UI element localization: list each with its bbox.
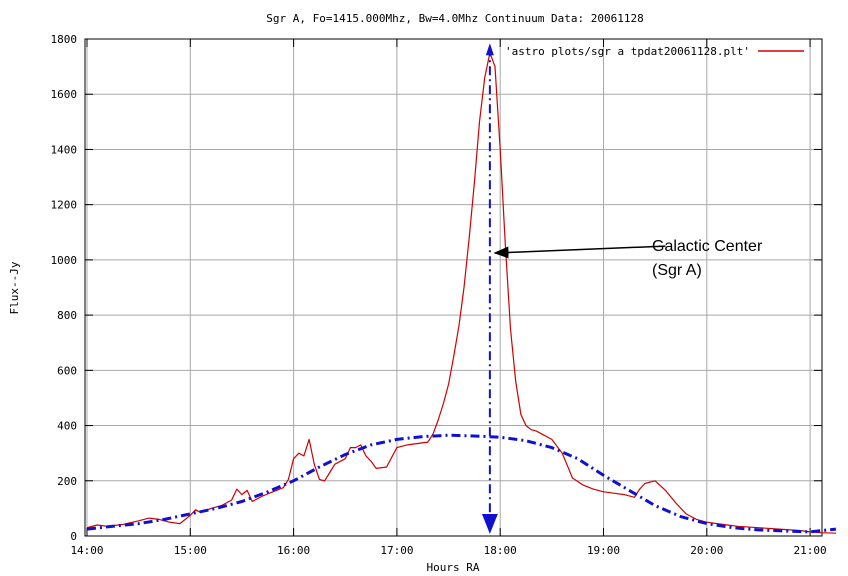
x-axis-ticks: 14:00 15:00 16:00 17:00 18:00 19:00 20:00 21:00 <box>70 39 827 557</box>
y-tick-label: 600 <box>57 364 77 377</box>
grid <box>85 39 822 536</box>
y-tick-label: 1800 <box>51 33 78 46</box>
y-tick-label: 0 <box>70 530 77 543</box>
y-tick-label: 200 <box>57 475 77 488</box>
flux-line <box>86 52 836 534</box>
baseline-fit-line <box>86 433 837 534</box>
legend-label: 'astro plots/sgr a tpdat20061128.plt' <box>505 45 750 58</box>
y-tick-label: 1200 <box>51 199 78 212</box>
y-tick-label: 1600 <box>51 88 78 101</box>
x-tick-label: 14:00 <box>70 544 103 557</box>
y-axis-ticks: 0 200 400 600 800 1000 1200 1400 1600 1800 <box>51 33 822 543</box>
marker-top-arrowhead <box>485 43 494 56</box>
y-tick-label: 400 <box>57 420 77 433</box>
x-tick-label: 15:00 <box>174 544 207 557</box>
annotation-label-line2: (Sgr A) <box>652 262 702 279</box>
y-tick-label: 1000 <box>51 254 78 267</box>
annotation-label-line1: Galactic Center <box>652 238 763 255</box>
x-tick-label: 19:00 <box>587 544 620 557</box>
y-tick-label: 1400 <box>51 143 78 156</box>
y-axis-label: Flux--Jy <box>8 261 21 314</box>
y-tick-label: 800 <box>57 309 77 322</box>
x-axis-label: Hours RA <box>427 561 480 574</box>
plot-frame <box>84 38 823 537</box>
x-tick-label: 20:00 <box>690 544 723 557</box>
annotation-arrow <box>493 245 666 259</box>
x-tick-label: 17:00 <box>380 544 413 557</box>
x-tick-label: 16:00 <box>277 544 310 557</box>
chart-title: Sgr A, Fo=1415.000Mhz, Bw=4.0Mhz Continu… <box>266 12 644 25</box>
annotation-layer <box>481 43 666 534</box>
x-tick-label: 21:00 <box>794 544 827 557</box>
series-layer <box>86 52 837 534</box>
x-tick-label: 18:00 <box>484 544 517 557</box>
